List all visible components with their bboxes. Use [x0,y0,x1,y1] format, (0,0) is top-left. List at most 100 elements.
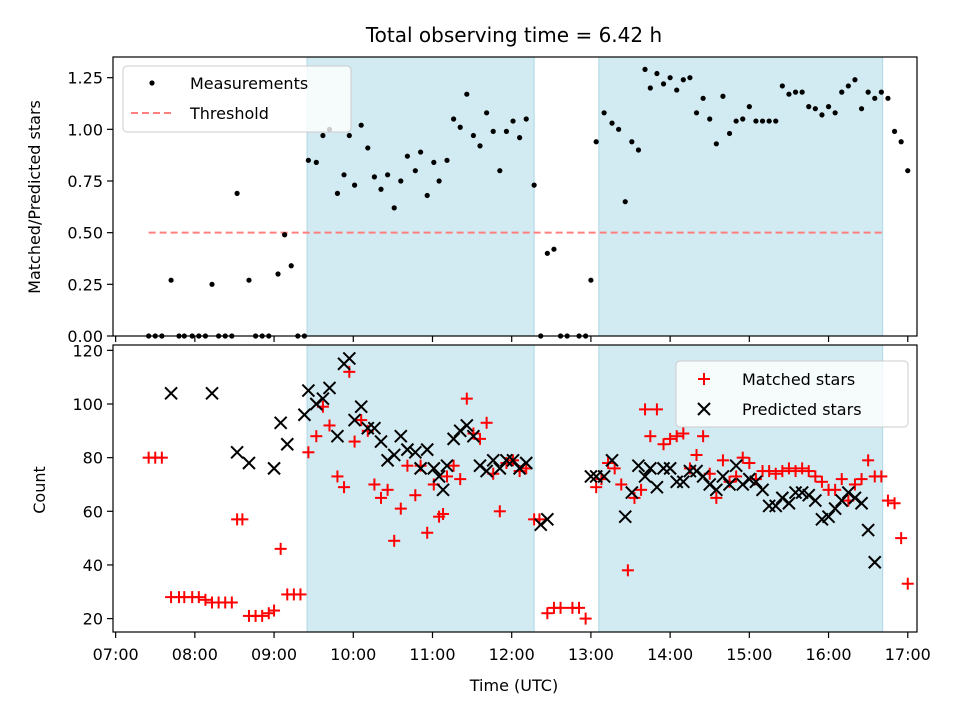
predicted-star-marker [347,413,362,427]
predicted-marker-b [722,477,737,492]
predicted-star-marker [267,461,281,476]
count-y-tick-label: 120 [72,341,103,360]
matched-star-marker [421,526,434,539]
measurement-point [693,110,700,116]
predicted-star-marker [466,429,481,443]
predicted-marker-b [663,461,677,476]
measurement-point [444,157,450,163]
measurement-point [635,147,642,153]
matched-star-marker [716,454,729,467]
predicted-marker-b [460,418,474,433]
predicted-marker-b [436,483,450,497]
x-tick-label: 11:00 [409,645,455,664]
x-axis-label: Time (UTC) [469,676,558,695]
predicted-star-marker [519,456,533,470]
measurement-point [622,199,628,205]
measurement-point [544,250,550,256]
measurement-point [759,118,766,124]
predicted-marker-b [420,442,434,457]
matched-star-marker [401,459,414,472]
measurement-point [346,132,352,139]
measurement-point [740,116,746,122]
predicted-star-marker [273,416,288,430]
measurement-point [667,75,673,81]
predicted-marker-b [808,493,823,508]
predicted-star-marker [729,458,743,473]
matched-star-marker [664,432,677,445]
matched-star-marker [155,451,168,464]
matched-star-marker [888,497,901,510]
predicted-star-marker [597,469,611,484]
matched-star-marker [192,591,205,604]
count-y-ticks: 20 40 60 80 100 120 [72,341,113,629]
x-tick-label: 16:00 [805,645,851,664]
predicted-star-marker [280,437,294,451]
predicted-marker-b [330,429,345,443]
predicted-marker-b [493,461,507,476]
matched-star-marker [447,459,460,472]
predicted-marker-b [638,469,652,484]
matched-star-marker [809,470,822,483]
predicted-marker-b [267,461,281,476]
predicted-marker-b [696,469,710,484]
measurement-point [660,81,667,87]
count-x-ticks: 07:00 08:00 09:00 10:00 11:00 12:00 13:00 14:00… [93,632,931,664]
matched-star-marker [710,491,723,504]
matched-star-marker [730,470,743,483]
matched-star-marker [697,430,710,443]
measurement-point [484,110,490,116]
predicted-marker-b [367,421,382,435]
measurement-point [858,106,865,112]
measurement-point [477,143,483,149]
measurement-point [707,116,713,122]
matched-star-marker [355,414,368,427]
predicted-marker-b [625,485,639,500]
chart-title: Total observing time = 6.42 h [365,23,662,47]
legend-matched-marker [698,373,710,385]
predicted-star-marker [330,429,345,443]
predicted-star-marker [663,461,677,476]
measurement-point [412,168,418,174]
predicted-marker-b [650,480,664,494]
measurement-point [700,95,706,101]
measurement-point [234,190,240,196]
matched-star-marker [236,513,249,526]
measurement-point [593,139,599,145]
legend-matched-label: Matched stars [742,370,855,389]
predicted-star-marker [835,493,849,508]
matched-star-marker [388,534,401,547]
predicted-marker-b [835,493,849,508]
measurement-point [609,120,615,126]
matched-star-marker [256,609,269,622]
measurement-point [878,89,884,95]
predicted-star-marker [506,453,520,468]
measurement-point [905,168,911,174]
measurement-point [378,186,384,192]
measurement-point [510,118,516,124]
measurement-point [726,130,733,137]
legend-predicted-marker [697,402,711,416]
matched-star-marker [835,473,848,486]
measurement-point [865,89,871,95]
predicted-marker-b [618,509,632,524]
ratio-y-tick-label: 0.25 [67,275,103,294]
matched-star-marker [815,475,828,488]
predicted-star-marker [755,483,770,497]
measurement-point [852,77,858,83]
matched-star-marker [855,473,868,486]
predicted-star-marker [413,461,428,476]
predicted-marker-b [742,472,757,486]
measurement-point [891,128,898,134]
measurement-point [371,174,377,180]
predicted-marker-b [354,399,368,414]
predicted-marker-b [342,351,357,366]
matched-star-marker [644,430,657,443]
predicted-star-marker [540,512,555,527]
predicted-marker-b [821,509,836,524]
measurement-point [351,182,358,188]
measurement-point [753,118,759,124]
matched-star-marker [394,502,407,515]
predicted-star-marker [479,464,494,478]
matched-star-marker [782,462,795,475]
matched-star-marker [590,481,603,494]
